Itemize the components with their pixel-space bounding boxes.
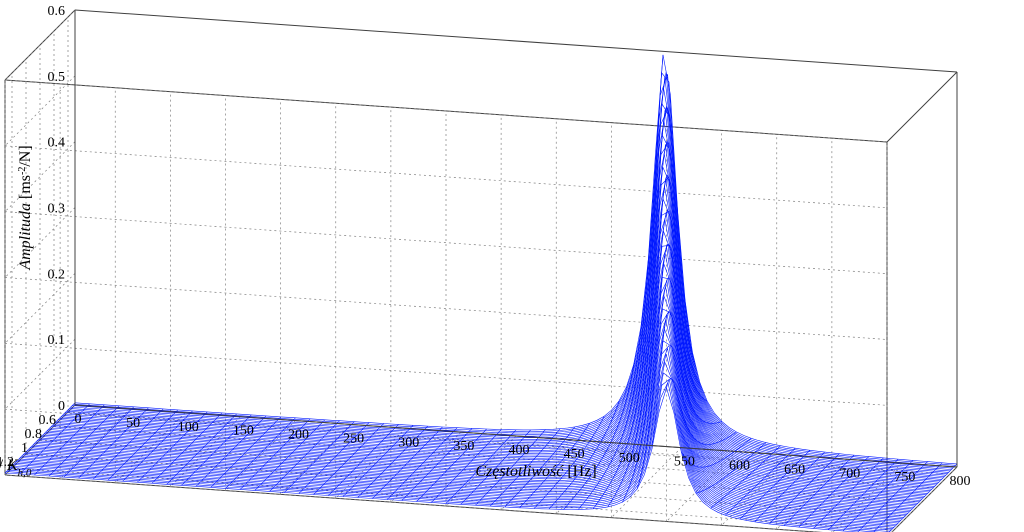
svg-text:0.5: 0.5	[48, 70, 66, 85]
svg-text:150: 150	[233, 424, 254, 439]
svg-text:450: 450	[564, 447, 585, 462]
svg-text:500: 500	[619, 451, 640, 466]
svg-text:800: 800	[950, 474, 971, 489]
plot-svg: 0 50 100 150 200 250 300 350 400 450 500 550 600 650 7…	[0, 0, 1024, 532]
svg-text:0.1: 0.1	[48, 333, 66, 348]
svg-text:700: 700	[839, 466, 860, 481]
svg-text:0: 0	[75, 412, 82, 427]
svg-text:0.8: 0.8	[25, 427, 43, 442]
svg-text:600: 600	[729, 459, 750, 474]
svg-text:0.6: 0.6	[48, 4, 66, 19]
svg-text:250: 250	[343, 431, 364, 446]
svg-text:0.4: 0.4	[48, 136, 66, 151]
svg-text:100: 100	[178, 420, 199, 435]
svg-text:1: 1	[21, 441, 28, 456]
svg-text:650: 650	[784, 462, 805, 477]
x-axis-label: Częstotliwość [Hz]	[475, 463, 596, 480]
svg-text:0.3: 0.3	[48, 202, 66, 217]
svg-text:550: 550	[674, 455, 695, 470]
svg-text:0: 0	[58, 399, 65, 414]
chart-container: 0 50 100 150 200 250 300 350 400 450 500 550 600 650 7…	[0, 0, 1024, 532]
svg-text:350: 350	[453, 439, 474, 454]
surface-wireframe	[5, 55, 957, 532]
tick-labels: 0 50 100 150 200 250 300 350 400 450 500 550 600 650 7…	[0, 4, 971, 489]
svg-text:300: 300	[398, 435, 419, 450]
svg-text:0.6: 0.6	[39, 413, 57, 428]
svg-text:0.2: 0.2	[48, 267, 66, 282]
svg-text:400: 400	[509, 443, 530, 458]
svg-text:750: 750	[894, 470, 915, 485]
z-axis-label: Amplituda [ms-2/N]	[17, 145, 35, 270]
svg-text:200: 200	[288, 428, 309, 443]
svg-text:50: 50	[126, 416, 140, 431]
